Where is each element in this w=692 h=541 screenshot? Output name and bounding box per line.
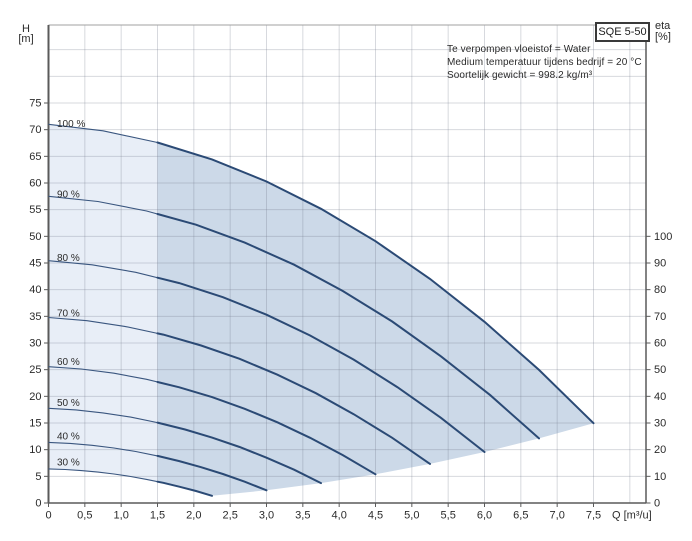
- right-tick-label: 30: [654, 417, 666, 429]
- x-tick-label: 6,5: [513, 510, 528, 522]
- x-tick-label: 7,5: [586, 510, 601, 522]
- x-tick-label: 0,5: [77, 510, 92, 522]
- left-tick-label: 55: [29, 204, 41, 216]
- right-tick-label: 100: [654, 231, 672, 243]
- left-tick-label: 40: [29, 284, 41, 296]
- left-axis-title: H [m]: [13, 23, 39, 45]
- curve-label: 40 %: [57, 431, 80, 442]
- x-tick-label: 5,0: [404, 510, 419, 522]
- x-tick-label: 2,5: [223, 510, 238, 522]
- left-tick-label: 45: [29, 258, 41, 270]
- info-line-temperature: Medium temperatuur tijdens bedrijf = 20 …: [447, 57, 642, 68]
- left-tick-label: 10: [29, 444, 41, 456]
- right-tick-label: 0: [654, 498, 660, 510]
- left-tick-label: 5: [35, 471, 41, 483]
- eta-unit-line1: eta: [655, 20, 671, 32]
- left-tick-label: 70: [29, 124, 41, 136]
- curve-80pct: [48, 260, 486, 453]
- info-line-density: Soortelijk gewicht = 998.2 kg/m³: [447, 70, 593, 81]
- head-unit-line1: H: [22, 23, 30, 35]
- curve-label: 50 %: [57, 398, 80, 409]
- pump-type-label: SQE 5-50: [598, 26, 647, 38]
- curve-label: 80 %: [57, 253, 80, 264]
- curve-100pct: [48, 123, 595, 425]
- curve-label: 100 %: [57, 119, 85, 130]
- x-tick-label: 2,0: [186, 510, 201, 522]
- curve-50pct: [48, 407, 322, 485]
- left-tick-label: 15: [29, 418, 41, 430]
- right-axis-title: eta [%]: [655, 21, 671, 43]
- x-axis-unit-label: Q [m³/u]: [612, 510, 652, 522]
- x-tick-label: 3,0: [259, 510, 274, 522]
- curve-label: 70 %: [57, 309, 80, 320]
- right-axis-ticks: 0 10 20 30 40 50 60 70 80 90 100: [646, 231, 672, 510]
- x-tick-label: 3,5: [295, 510, 310, 522]
- x-axis-ticks: 0 0,5 1,0 1,5 2,0 2,5 3,0 3,5 4,0 4,5 5,0 5,5 6,0 6,5…: [45, 503, 601, 522]
- left-tick-label: 0: [35, 498, 41, 510]
- right-tick-label: 60: [654, 337, 666, 349]
- curve-70pct: [48, 316, 431, 465]
- curve-30pct: [48, 468, 213, 497]
- right-tick-label: 90: [654, 257, 666, 269]
- x-tick-label: 0: [45, 510, 51, 522]
- right-tick-label: 80: [654, 284, 666, 296]
- curve-label: 90 %: [57, 190, 80, 201]
- left-tick-label: 65: [29, 151, 41, 163]
- curve-label: 30 %: [57, 458, 80, 469]
- x-tick-label: 5,5: [441, 510, 456, 522]
- left-tick-label: 75: [29, 98, 41, 110]
- left-tick-label: 25: [29, 364, 41, 376]
- curve-60pct: [48, 366, 377, 476]
- curve-90pct: [48, 195, 540, 440]
- right-tick-label: 40: [654, 391, 666, 403]
- x-tick-label: 4,0: [332, 510, 347, 522]
- left-tick-label: 35: [29, 311, 41, 323]
- right-tick-label: 20: [654, 444, 666, 456]
- x-tick-label: 6,0: [477, 510, 492, 522]
- left-tick-label: 50: [29, 231, 41, 243]
- curve-40pct: [48, 441, 268, 492]
- envelope-fill-duty-range: [157, 142, 594, 496]
- info-line-fluid: Te verpompen vloeistof = Water: [447, 44, 591, 55]
- pump-type-badge: SQE 5-50: [595, 22, 650, 42]
- head-unit-line2: [m]: [18, 33, 34, 45]
- left-axis-ticks: 0 5 10 15 20 25 30 35 40 45 50 55 60 65 70 75: [29, 98, 49, 510]
- left-tick-label: 60: [29, 178, 41, 190]
- right-tick-label: 50: [654, 364, 666, 376]
- left-tick-label: 30: [29, 338, 41, 350]
- x-tick-label: 4,5: [368, 510, 383, 522]
- x-tick-label: 1,5: [150, 510, 165, 522]
- envelope-fill-low-flow: [48, 124, 158, 482]
- x-tick-label: 1,0: [114, 510, 129, 522]
- left-tick-label: 20: [29, 391, 41, 403]
- medium-info-block: Te verpompen vloeistof = Water Medium te…: [447, 43, 642, 82]
- curve-label: 60 %: [57, 357, 80, 368]
- x-tick-label: 7,0: [550, 510, 565, 522]
- eta-unit-line2: [%]: [655, 31, 671, 43]
- right-tick-label: 10: [654, 471, 666, 483]
- right-tick-label: 70: [654, 311, 666, 323]
